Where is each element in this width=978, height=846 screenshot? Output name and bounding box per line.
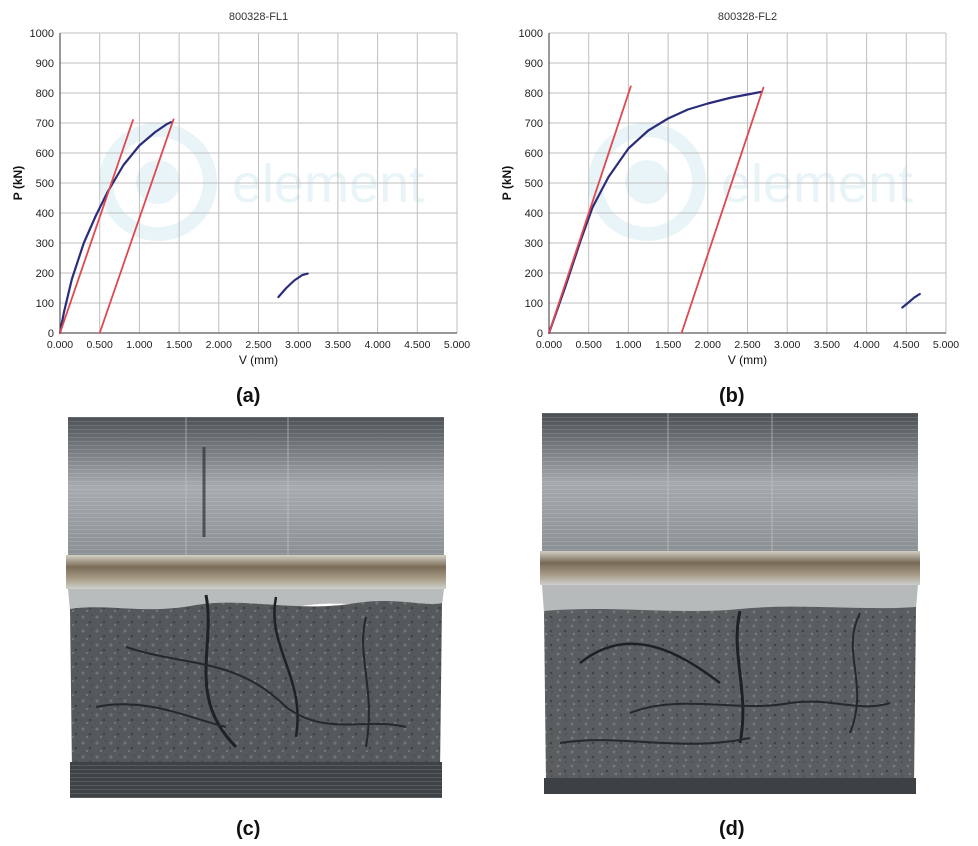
y-tick-label: 400 (525, 208, 543, 220)
x-tick-label: 2.000 (695, 339, 721, 351)
x-tick-label: 0.000 (47, 339, 73, 351)
chart-b: element 0.000 0.500 1.000 1.500 2.000 2.500 3.0… (500, 11, 959, 367)
y-tick-label: 900 (525, 58, 543, 70)
fit-line-2 (59, 119, 134, 334)
watermark-dot (136, 160, 180, 204)
load-curve-1 (277, 272, 309, 299)
y-tick-label: 700 (525, 118, 543, 130)
y-tick-label: 900 (36, 58, 54, 70)
x-tick-label: 0.000 (536, 339, 562, 351)
y-tick-label: 800 (36, 88, 54, 100)
x-tick-label: 4.000 (364, 339, 390, 351)
y-tick-label: 400 (36, 208, 54, 220)
x-tick-label: 5.000 (444, 339, 470, 351)
y-tick-label: 1000 (519, 28, 543, 40)
fracture-photo-c (66, 417, 446, 798)
y-tick-label: 500 (525, 178, 543, 190)
y-tick-label: 600 (36, 148, 54, 160)
fit-line-3 (680, 86, 765, 334)
chart-title: 800328-FL2 (718, 11, 777, 23)
x-tick-label: 3.000 (774, 339, 800, 351)
y-tick-label: 100 (525, 298, 543, 310)
x-tick-label: 1.000 (615, 339, 641, 351)
fracture-photo-d (540, 413, 920, 794)
y-tick-label: 0 (537, 328, 543, 340)
y-tick-label: 200 (525, 268, 543, 280)
x-tick-label: 1.500 (655, 339, 681, 351)
y-tick-label: 300 (525, 238, 543, 250)
x-tick-label: 2.500 (245, 339, 271, 351)
x-tick-label: 4.500 (893, 339, 919, 351)
y-tick-label: 600 (525, 148, 543, 160)
y-tick-label: 1000 (30, 28, 54, 40)
fit-line-2 (548, 85, 632, 334)
load-curve-1 (901, 292, 921, 309)
x-tick-label: 3.000 (285, 339, 311, 351)
y-tick-label: 800 (525, 88, 543, 100)
load-curve-0 (547, 90, 763, 335)
panel-label-c: (c) (236, 818, 261, 840)
y-axis-label: P (kN) (11, 166, 25, 200)
watermark-text: element (721, 154, 913, 214)
panel-label-d: (d) (719, 818, 745, 840)
y-tick-label: 200 (36, 268, 54, 280)
y-tick-label: 500 (36, 178, 54, 190)
watermark-dot (625, 160, 669, 204)
x-tick-label: 4.000 (853, 339, 879, 351)
chart-a: element 0.000 0.500 1.000 1.500 2.000 2.500 3.0… (11, 11, 470, 367)
x-tick-label: 4.500 (404, 339, 430, 351)
chart-title: 800328-FL1 (229, 11, 288, 23)
y-axis-label: P (kN) (500, 166, 514, 200)
x-tick-label: 1.000 (126, 339, 152, 351)
x-tick-label: 5.000 (933, 339, 959, 351)
x-axis-label: V (mm) (239, 353, 278, 367)
x-tick-label: 2.500 (734, 339, 760, 351)
y-tick-label: 100 (36, 298, 54, 310)
x-tick-label: 0.500 (576, 339, 602, 351)
y-tick-label: 300 (36, 238, 54, 250)
y-tick-label: 0 (48, 328, 54, 340)
panel-label-a: (a) (236, 385, 261, 407)
fit-line-3 (98, 118, 175, 334)
x-axis-label: V (mm) (728, 353, 767, 367)
x-tick-label: 1.500 (166, 339, 192, 351)
watermark-logo: element (588, 123, 913, 241)
x-tick-label: 2.000 (206, 339, 232, 351)
x-tick-label: 3.500 (325, 339, 351, 351)
watermark-ring (588, 123, 706, 241)
y-tick-label: 700 (36, 118, 54, 130)
watermark-logo: element (99, 123, 424, 241)
watermark-text: element (232, 154, 424, 214)
panel-label-b: (b) (719, 385, 745, 407)
x-tick-label: 3.500 (814, 339, 840, 351)
x-tick-label: 0.500 (87, 339, 113, 351)
